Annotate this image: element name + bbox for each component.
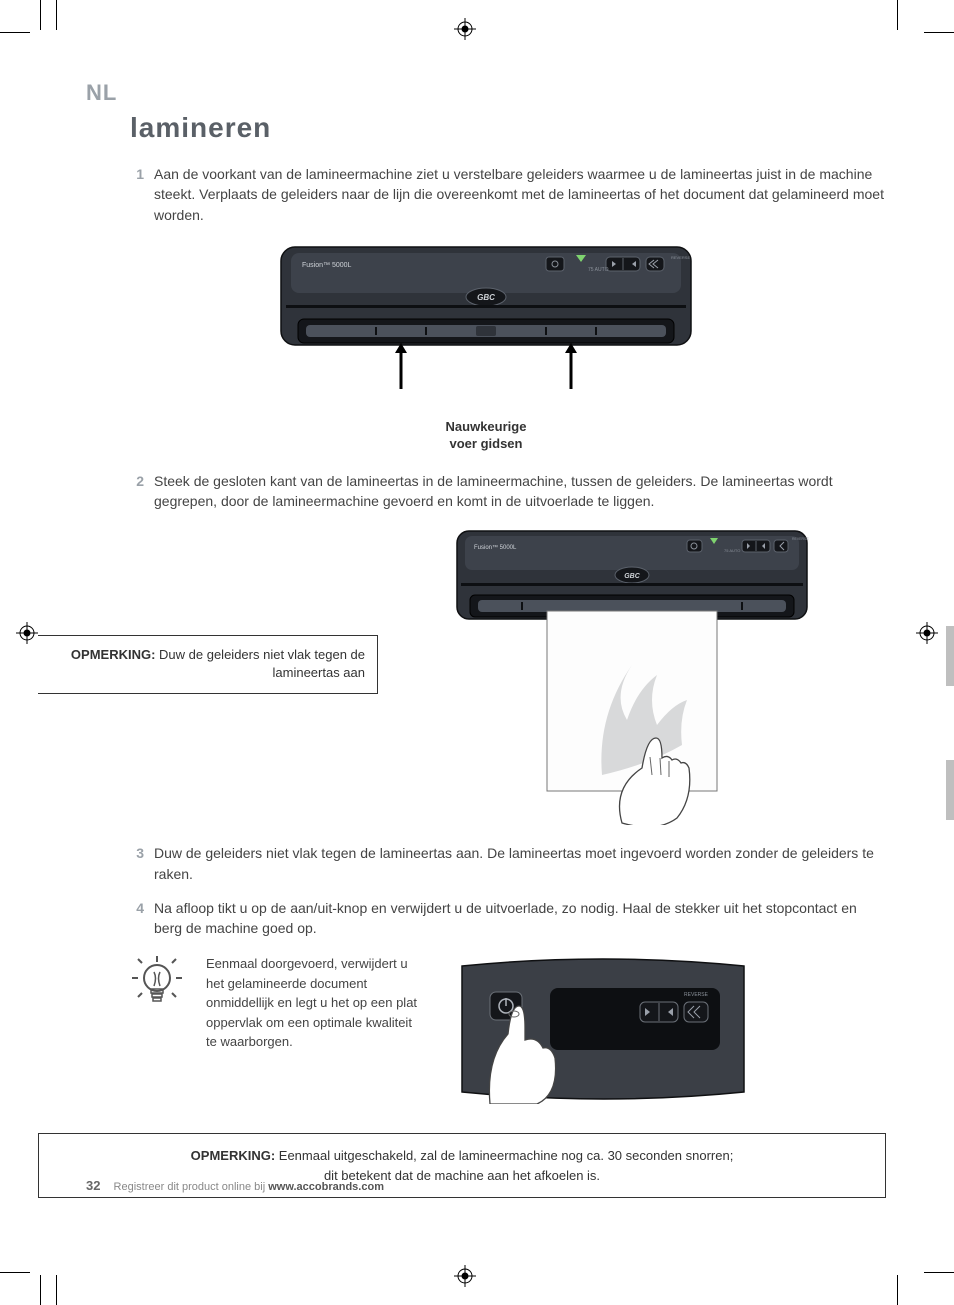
crop-mark: [897, 0, 898, 30]
crop-mark: [924, 1272, 954, 1273]
step-text: Aan de voorkant van de lamineermachine z…: [154, 164, 886, 225]
step-number: 1: [126, 164, 144, 225]
footer-url: www.accobrands.com: [268, 1181, 384, 1193]
document-page: NL lamineren 1 Aan de voorkant van de la…: [0, 0, 954, 1305]
step-4: 4 Na afloop tikt u op de aan/uit-knop en…: [126, 898, 886, 939]
lightbulb-icon: [132, 954, 182, 1019]
crop-mark: [0, 1272, 30, 1273]
step-1: 1 Aan de voorkant van de lamineermachine…: [126, 164, 886, 225]
step-text: Duw de geleiders niet vlak tegen de lami…: [154, 843, 886, 884]
figure-1: Fusion™ 5000L REVERSE 75 AUTO GBC: [86, 239, 886, 409]
registration-mark-icon: [454, 18, 476, 40]
note-text: Eenmaal uitgeschakeld, zal de lamineerma…: [275, 1148, 733, 1163]
crop-mark: [56, 1275, 57, 1305]
figure-2: Fusion™ 5000L 75 AUTO REVERSE GBC: [452, 525, 812, 825]
svg-text:75 AUTO: 75 AUTO: [724, 548, 740, 553]
svg-text:GBC: GBC: [624, 573, 641, 580]
tip-text: Eenmaal doorgevoerd, verwijdert u het ge…: [206, 954, 426, 1052]
tip-row: Eenmaal doorgevoerd, verwijdert u het ge…: [132, 954, 886, 1109]
note-box-1: OPMERKING: Duw de geleiders niet vlak te…: [38, 635, 378, 693]
step-number: 4: [126, 898, 144, 939]
model-label: Fusion™ 5000L: [302, 262, 352, 269]
svg-text:GBC: GBC: [477, 293, 495, 302]
trim-bar: [946, 760, 954, 820]
figure-3: REVERSE: [450, 954, 760, 1109]
trim-bar: [946, 626, 954, 686]
svg-text:REVERSE: REVERSE: [792, 537, 809, 541]
caption-line: voer gidsen: [450, 436, 523, 451]
crop-mark: [40, 1275, 41, 1305]
note-text: Duw de geleiders niet vlak tegen de lami…: [155, 647, 365, 680]
page-title: lamineren: [130, 112, 886, 144]
crop-mark: [897, 1275, 898, 1305]
language-code: NL: [86, 80, 886, 106]
crop-mark: [924, 32, 954, 33]
note-label: OPMERKING:: [191, 1148, 276, 1163]
step-2: 2 Steek de gesloten kant van de lamineer…: [126, 471, 886, 512]
page-number: 32: [86, 1178, 100, 1193]
svg-text:Fusion™ 5000L: Fusion™ 5000L: [474, 544, 517, 551]
step-text: Steek de gesloten kant van de lamineerta…: [154, 471, 886, 512]
row-note-fig2: OPMERKING: Duw de geleiders niet vlak te…: [86, 525, 886, 825]
registration-mark-icon: [916, 622, 938, 644]
registration-mark-icon: [454, 1265, 476, 1287]
registration-mark-icon: [16, 622, 38, 644]
crop-mark: [40, 0, 41, 30]
crop-mark: [56, 0, 57, 30]
content-area: NL lamineren 1 Aan de voorkant van de la…: [86, 80, 886, 1198]
note-label: OPMERKING:: [71, 647, 156, 662]
step-number: 3: [126, 843, 144, 884]
svg-text:REVERSE: REVERSE: [671, 255, 690, 260]
step-3: 3 Duw de geleiders niet vlak tegen de la…: [126, 843, 886, 884]
svg-text:REVERSE: REVERSE: [684, 992, 709, 998]
svg-text:75 AUTO: 75 AUTO: [588, 267, 609, 273]
step-text: Na afloop tikt u op de aan/uit-knop en v…: [154, 898, 886, 939]
crop-mark: [0, 32, 30, 33]
step-number: 2: [126, 471, 144, 512]
caption-line: Nauwkeurige: [446, 419, 527, 434]
figure-1-caption: Nauwkeurige voer gidsen: [86, 419, 886, 453]
footer: 32 Registreer dit product online bij www…: [86, 1178, 384, 1193]
footer-text: Registreer dit product online bij: [114, 1181, 269, 1193]
